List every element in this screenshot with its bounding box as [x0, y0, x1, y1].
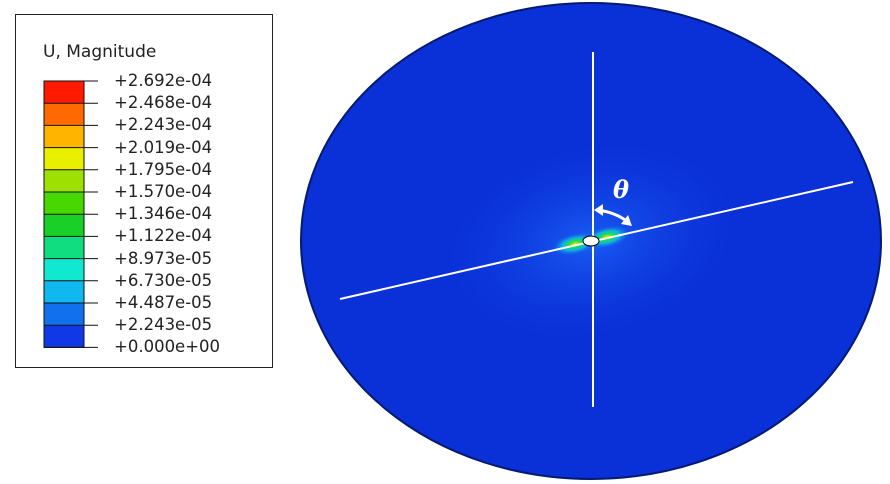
tick-label: +2.243e-05 [114, 315, 213, 335]
color-band [44, 192, 84, 215]
tick-label: +1.346e-04 [114, 204, 213, 224]
tick-label: +4.487e-05 [114, 293, 213, 312]
arrowhead-right-icon [621, 215, 632, 226]
tick-label: +8.973e-05 [114, 248, 213, 268]
tick-label: +2.019e-04 [114, 137, 213, 157]
central-hole [582, 235, 600, 247]
angle-label: θ [613, 175, 629, 204]
tick-label: +2.468e-04 [114, 93, 213, 113]
arrowhead-left-icon [594, 204, 603, 216]
color-band [44, 214, 84, 237]
color-band [44, 303, 84, 326]
color-band [44, 125, 84, 148]
color-band [44, 325, 84, 348]
legend: U, Magnitude +2.692e-04 +2.468e-04 +2.243e… [15, 14, 273, 368]
color-bar [43, 80, 98, 348]
color-band [44, 280, 84, 303]
tick-label: +6.730e-05 [114, 270, 213, 290]
tick-label: +1.122e-04 [114, 226, 213, 246]
color-band [44, 147, 84, 170]
color-band [44, 258, 84, 281]
tick-label: +2.243e-04 [114, 115, 213, 135]
tick-label: +1.795e-04 [114, 159, 213, 179]
color-band [44, 236, 84, 259]
tick-label: +0.000e+00 [114, 337, 221, 357]
tick-label: +1.570e-04 [114, 182, 213, 201]
color-band [44, 103, 84, 126]
color-band [44, 81, 84, 104]
color-band [44, 169, 84, 192]
legend-title: U, Magnitude [43, 42, 157, 62]
tick-label: +2.692e-04 [114, 71, 213, 90]
